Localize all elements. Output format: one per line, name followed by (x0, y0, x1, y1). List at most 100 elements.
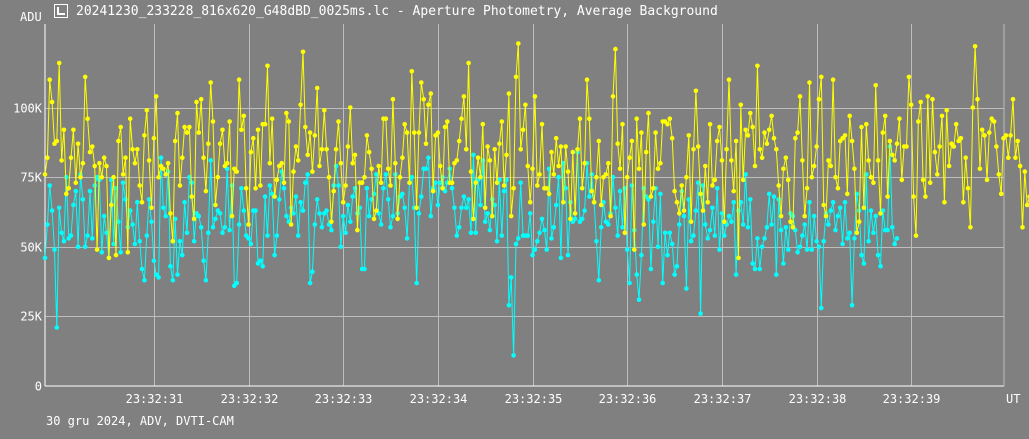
data-point (875, 252, 881, 258)
data-point (149, 205, 154, 211)
data-point (258, 258, 263, 264)
data-point (300, 49, 306, 55)
data-point (85, 116, 90, 121)
data-point (821, 202, 826, 208)
data-point (269, 116, 275, 121)
data-point (535, 238, 540, 244)
data-point (345, 202, 351, 208)
data-point (324, 147, 329, 152)
data-point (189, 194, 194, 199)
data-point (187, 124, 192, 130)
data-point (662, 230, 668, 236)
data-point (755, 63, 760, 69)
data-point (206, 230, 211, 236)
data-point (620, 121, 625, 127)
data-point (658, 160, 663, 166)
data-point (68, 233, 74, 238)
data-point (717, 247, 722, 252)
data-point (781, 261, 786, 266)
data-point (899, 177, 905, 183)
data-point (99, 250, 105, 255)
data-point (733, 272, 739, 277)
data-point (158, 155, 164, 160)
data-point (845, 191, 850, 197)
data-point (892, 241, 897, 247)
data-point (809, 247, 815, 252)
data-point (348, 219, 353, 224)
footer-info: 30 gru 2024, ADV, DVTI-CAM (46, 414, 234, 428)
data-point (423, 141, 429, 146)
data-point (504, 152, 509, 158)
data-point (305, 172, 311, 177)
data-point (437, 163, 443, 169)
data-point (833, 227, 838, 233)
data-point (322, 108, 327, 113)
data-point (286, 119, 292, 124)
data-point (882, 113, 888, 119)
data-point (804, 247, 810, 252)
data-point (556, 174, 561, 180)
data-point (383, 172, 389, 177)
data-point (385, 197, 391, 202)
data-point (104, 163, 109, 169)
data-point (795, 130, 800, 135)
data-point (210, 119, 216, 124)
data-point (762, 130, 767, 135)
data-point (42, 172, 48, 177)
data-point (759, 155, 765, 160)
data-point (482, 205, 488, 211)
data-point (364, 186, 370, 191)
data-point (785, 177, 791, 183)
chart-icon[interactable] (54, 4, 68, 18)
data-point (830, 77, 836, 82)
data-point (852, 166, 857, 172)
data-point (397, 174, 403, 180)
data-point (59, 158, 64, 163)
data-point (494, 180, 500, 185)
data-point (404, 130, 410, 135)
data-point (681, 213, 687, 219)
data-point (454, 233, 460, 238)
data-point (383, 116, 389, 121)
data-point (116, 138, 121, 144)
data-point (333, 147, 339, 152)
data-point (643, 149, 649, 155)
data-point (629, 183, 635, 188)
data-point (94, 247, 100, 252)
data-point (733, 138, 739, 144)
data-point (705, 236, 710, 241)
data-point (303, 180, 308, 185)
data-point (849, 302, 855, 308)
data-point (452, 205, 457, 211)
data-point (553, 202, 559, 208)
data-point (430, 188, 436, 194)
data-point (942, 199, 947, 205)
data-point (606, 222, 611, 227)
data-point (217, 141, 223, 146)
data-point (527, 199, 533, 205)
data-point (449, 180, 455, 185)
data-point (518, 180, 523, 185)
data-point (916, 119, 921, 124)
data-point (603, 172, 609, 177)
data-point (390, 213, 396, 219)
data-point (468, 230, 474, 236)
data-point (203, 188, 209, 194)
x-tick-label: 23:32:33 (315, 392, 373, 406)
data-point (594, 174, 599, 180)
data-point (1022, 169, 1028, 174)
data-point (170, 277, 176, 283)
data-point (542, 227, 547, 233)
data-point (875, 158, 881, 163)
data-point (513, 74, 519, 80)
data-point (530, 166, 535, 172)
data-point (811, 213, 817, 219)
data-point (847, 230, 852, 236)
data-point (319, 147, 325, 152)
data-point (766, 191, 772, 197)
data-point (87, 149, 93, 155)
data-point (672, 188, 677, 194)
data-point (414, 205, 419, 211)
data-point (345, 144, 351, 149)
